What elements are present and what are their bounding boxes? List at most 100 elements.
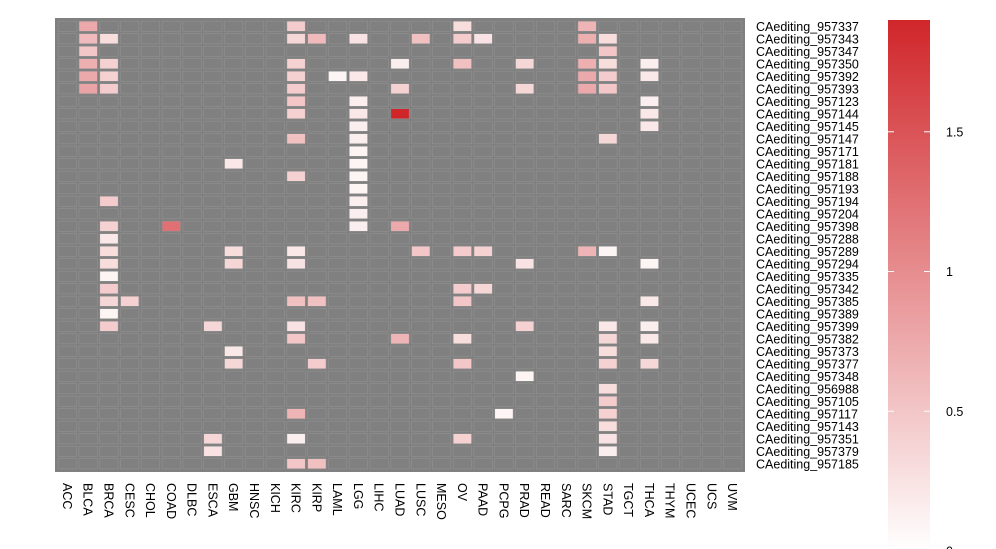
heatmap-cell-CAediting_957171-TGCT bbox=[619, 145, 639, 157]
heatmap-cell-CAediting_957393-UCS bbox=[702, 83, 722, 95]
heatmap-cell-CAediting_957393-OV bbox=[452, 83, 472, 95]
heatmap-cell-CAediting_957194-BLCA bbox=[78, 195, 98, 207]
heatmap-cell-CAediting_957171-STAD bbox=[598, 145, 618, 157]
heatmap-cell-CAediting_957393-LGG bbox=[348, 83, 368, 95]
heatmap-cell-CAediting_957350-UCS bbox=[702, 58, 722, 70]
heatmap-cell-CAediting_957389-ACC bbox=[57, 308, 77, 320]
heatmap-cell-CAediting_957335-PAAD bbox=[473, 270, 493, 282]
heatmap-cell-CAediting_957342-GBM bbox=[224, 283, 244, 295]
heatmap-cell-CAediting_957351-KIRP bbox=[307, 433, 327, 445]
heatmap-cell-CAediting_957393-PAAD bbox=[473, 83, 493, 95]
heatmap-cell-CAediting_957185-LGG bbox=[348, 458, 368, 470]
heatmap-cell-CAediting_957289-THCA bbox=[639, 245, 659, 257]
heatmap-cell-CAediting_957337-TGCT bbox=[619, 20, 639, 32]
heatmap-cell-CAediting_957188-LUSC bbox=[411, 170, 431, 182]
heatmap-cell-CAediting_957337-BLCA bbox=[78, 20, 98, 32]
heatmap-cell-CAediting_957117-KIRC bbox=[286, 408, 306, 420]
heatmap-cell-CAediting_957343-PRAD bbox=[515, 33, 535, 45]
heatmap-cell-CAediting_957288-TGCT bbox=[619, 233, 639, 245]
heatmap-cell-CAediting_957347-PCPG bbox=[494, 45, 514, 57]
heatmap-cell-CAediting_956988-KIRC bbox=[286, 383, 306, 395]
column-label: LIHC bbox=[372, 483, 386, 511]
heatmap-cell-CAediting_957144-ESCA bbox=[203, 108, 223, 120]
heatmap-cell-CAediting_957350-HNSC bbox=[244, 58, 264, 70]
heatmap-cell-CAediting_957204-CHOL bbox=[141, 208, 161, 220]
heatmap-cell-CAediting_957347-ESCA bbox=[203, 45, 223, 57]
heatmap-cell-CAediting_957337-ESCA bbox=[203, 20, 223, 32]
heatmap-cell-CAediting_957194-BRCA bbox=[99, 195, 119, 207]
heatmap-cell-CAediting_957289-TGCT bbox=[619, 245, 639, 257]
heatmap-cell-CAediting_957171-LAML bbox=[328, 145, 348, 157]
heatmap-cell-CAediting_957342-THCA bbox=[639, 283, 659, 295]
heatmap-cell-CAediting_957147-LGG bbox=[348, 133, 368, 145]
heatmap-cell-CAediting_957294-LUSC bbox=[411, 258, 431, 270]
heatmap-cell-CAediting_957193-GBM bbox=[224, 183, 244, 195]
heatmap-cell-CAediting_957289-KIRC bbox=[286, 245, 306, 257]
heatmap-cell-CAediting_957393-UCEC bbox=[681, 83, 701, 95]
heatmap-cell-CAediting_957389-READ bbox=[536, 308, 556, 320]
heatmap-cell-CAediting_957145-HNSC bbox=[244, 120, 264, 132]
heatmap-cell-CAediting_957194-LUAD bbox=[390, 195, 410, 207]
heatmap-cell-CAediting_957117-OV bbox=[452, 408, 472, 420]
heatmap-cell-CAediting_957348-MESO bbox=[432, 370, 452, 382]
heatmap-cell-CAediting_957379-LUAD bbox=[390, 445, 410, 457]
heatmap-cell-CAediting_957147-SARC bbox=[556, 133, 576, 145]
heatmap-cell-CAediting_957347-UVM bbox=[723, 45, 743, 57]
heatmap-cell-CAediting_957348-PCPG bbox=[494, 370, 514, 382]
heatmap-cell-CAediting_957105-SKCM bbox=[577, 395, 597, 407]
heatmap-cell-CAediting_957382-SKCM bbox=[577, 333, 597, 345]
heatmap-cell-CAediting_957289-BLCA bbox=[78, 245, 98, 257]
column-label: KIRC bbox=[289, 483, 303, 513]
heatmap-cell-CAediting_957188-BLCA bbox=[78, 170, 98, 182]
heatmap-cell-CAediting_957188-CHOL bbox=[141, 170, 161, 182]
row-label: CAediting_957185 bbox=[756, 457, 859, 471]
column-label: CHOL bbox=[143, 483, 157, 518]
heatmap-cell-CAediting_957181-HNSC bbox=[244, 158, 264, 170]
heatmap-cell-CAediting_957392-COAD bbox=[161, 70, 181, 82]
heatmap-cell-CAediting_957188-UVM bbox=[723, 170, 743, 182]
heatmap-cell-CAediting_957193-THCA bbox=[639, 183, 659, 195]
heatmap-cell-CAediting_957393-STAD bbox=[598, 83, 618, 95]
heatmap-cell-CAediting_957145-LGG bbox=[348, 120, 368, 132]
heatmap-cell-CAediting_957392-CHOL bbox=[141, 70, 161, 82]
heatmap-cell-CAediting_957185-LUSC bbox=[411, 458, 431, 470]
heatmap-cell-CAediting_956988-THYM bbox=[660, 383, 680, 395]
heatmap-cell-CAediting_957382-CESC bbox=[120, 333, 140, 345]
heatmap-cell-CAediting_957288-LIHC bbox=[369, 233, 389, 245]
heatmap-cell-CAediting_957382-BRCA bbox=[99, 333, 119, 345]
heatmap-cell-CAediting_957379-PRAD bbox=[515, 445, 535, 457]
heatmap-cell-CAediting_957294-PAAD bbox=[473, 258, 493, 270]
row-label: CAediting_957288 bbox=[756, 232, 859, 246]
column-label: DLBC bbox=[185, 483, 199, 516]
heatmap-cell-CAediting_957188-SKCM bbox=[577, 170, 597, 182]
row-labels: CAediting_957337CAediting_957343CAeditin… bbox=[756, 20, 859, 472]
heatmap-cell-CAediting_957193-HNSC bbox=[244, 183, 264, 195]
column-label: SARC bbox=[559, 483, 573, 518]
heatmap-cell-CAediting_957181-BRCA bbox=[99, 158, 119, 170]
heatmap-cell-CAediting_957399-LUAD bbox=[390, 320, 410, 332]
heatmap-cell-CAediting_957204-LUSC bbox=[411, 208, 431, 220]
heatmap-cell-CAediting_957392-HNSC bbox=[244, 70, 264, 82]
heatmap-cell-CAediting_957181-LIHC bbox=[369, 158, 389, 170]
heatmap-cell-CAediting_957393-DLBC bbox=[182, 83, 202, 95]
heatmap-cell-CAediting_957398-ACC bbox=[57, 220, 77, 232]
heatmap-cell-CAediting_957123-SKCM bbox=[577, 95, 597, 107]
heatmap-cell-CAediting_957105-THCA bbox=[639, 395, 659, 407]
heatmap-cell-CAediting_957343-HNSC bbox=[244, 33, 264, 45]
heatmap-cell-CAediting_957288-KICH bbox=[265, 233, 285, 245]
heatmap-cell-CAediting_957343-BLCA bbox=[78, 33, 98, 45]
heatmap-cell-CAediting_957398-PRAD bbox=[515, 220, 535, 232]
heatmap-cell-CAediting_956988-BLCA bbox=[78, 383, 98, 395]
heatmap-cell-CAediting_956988-LAML bbox=[328, 383, 348, 395]
row-label: CAediting_957351 bbox=[756, 432, 859, 446]
heatmap-cell-CAediting_957373-TGCT bbox=[619, 345, 639, 357]
heatmap-cell-CAediting_957145-PRAD bbox=[515, 120, 535, 132]
heatmap-cell-CAediting_957350-DLBC bbox=[182, 58, 202, 70]
heatmap-cell-CAediting_957194-KIRC bbox=[286, 195, 306, 207]
heatmap-cells bbox=[57, 20, 743, 470]
heatmap-cell-CAediting_957171-DLBC bbox=[182, 145, 202, 157]
heatmap-cell-CAediting_957194-CESC bbox=[120, 195, 140, 207]
column-label: KICH bbox=[268, 483, 282, 513]
heatmap-cell-CAediting_957144-LIHC bbox=[369, 108, 389, 120]
heatmap-cell-CAediting_957389-LGG bbox=[348, 308, 368, 320]
